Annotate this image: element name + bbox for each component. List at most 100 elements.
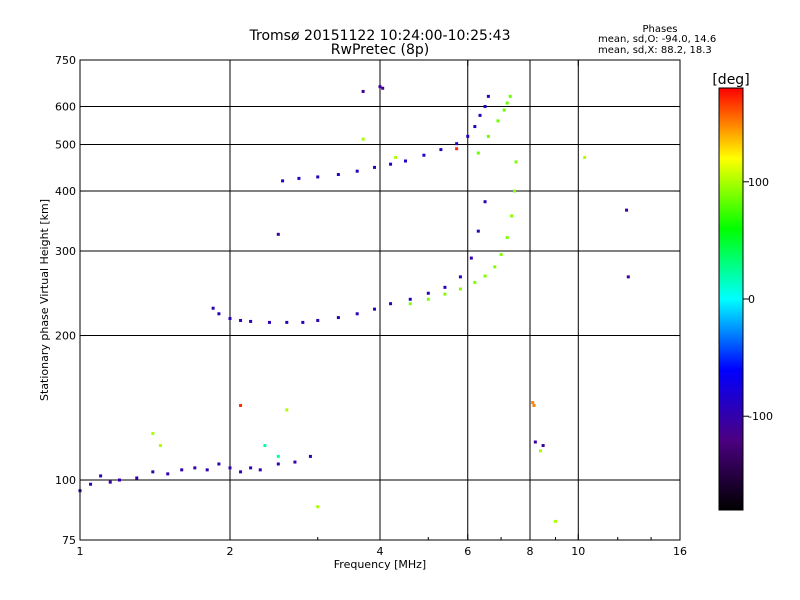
data-point xyxy=(249,466,253,470)
data-point xyxy=(439,148,443,152)
data-point xyxy=(151,432,155,436)
y-tick-label: 500 xyxy=(55,139,76,152)
data-point xyxy=(263,444,267,448)
y-tick-label: 200 xyxy=(55,330,76,343)
data-point xyxy=(389,302,393,306)
grid-lines xyxy=(80,60,680,540)
data-point xyxy=(316,505,320,509)
colorbar-label: [deg] xyxy=(712,72,749,88)
data-point xyxy=(158,444,162,448)
data-point xyxy=(505,101,509,105)
data-point xyxy=(478,113,482,117)
data-point xyxy=(531,401,535,405)
data-point xyxy=(361,137,365,141)
data-point xyxy=(505,236,509,240)
data-point xyxy=(373,307,377,311)
data-point xyxy=(211,306,215,310)
data-point xyxy=(408,302,412,306)
data-point xyxy=(483,105,487,109)
y-tick-label: 600 xyxy=(55,101,76,114)
data-point xyxy=(267,320,271,324)
x-tick-label: 6 xyxy=(464,545,471,558)
data-point xyxy=(316,175,320,179)
x-tick-label: 16 xyxy=(673,545,687,558)
data-point xyxy=(493,265,497,269)
data-point xyxy=(285,408,289,412)
x-tick-label: 4 xyxy=(377,545,384,558)
data-point xyxy=(513,189,517,193)
data-point xyxy=(308,454,312,458)
data-point xyxy=(510,214,514,218)
data-point xyxy=(239,318,243,322)
colorbar-tick-label: -100 xyxy=(748,410,773,423)
data-point xyxy=(316,318,320,322)
data-point xyxy=(205,468,209,472)
data-point xyxy=(285,320,289,324)
data-point xyxy=(486,134,490,138)
data-point xyxy=(553,519,557,523)
data-point xyxy=(281,179,285,183)
axis-ticks: 1 2 4 6 8 10 16 75 100 200 300 400 500 600 750 xyxy=(55,54,687,558)
data-point xyxy=(180,468,184,472)
data-point xyxy=(297,176,301,180)
data-point xyxy=(258,468,262,472)
x-tick-label: 1 xyxy=(77,545,84,558)
y-axis-label: Stationary phase Virtual Height [km] xyxy=(38,199,51,401)
phase-info-x: mean, sd,X: 88.2, 18.3 xyxy=(598,45,712,56)
data-point xyxy=(228,466,232,470)
data-point xyxy=(108,480,112,484)
data-point xyxy=(239,403,243,407)
data-point xyxy=(89,482,93,486)
data-point xyxy=(373,165,377,169)
data-point xyxy=(422,153,426,157)
data-point xyxy=(394,155,398,159)
data-point xyxy=(502,108,506,112)
data-point xyxy=(217,462,221,466)
phase-info-o: mean, sd,O: -94.0, 14.6 xyxy=(598,34,716,45)
data-point xyxy=(135,476,139,480)
data-point xyxy=(539,449,543,453)
data-point xyxy=(476,151,480,155)
y-tick-label: 400 xyxy=(55,185,76,198)
data-point xyxy=(443,285,447,289)
data-point xyxy=(249,319,253,323)
data-point xyxy=(469,256,473,260)
data-point xyxy=(583,155,587,159)
data-point xyxy=(361,89,365,93)
y-tick-label: 750 xyxy=(55,54,76,67)
data-point xyxy=(151,470,155,474)
y-tick-label: 300 xyxy=(55,245,76,258)
data-point xyxy=(336,316,340,320)
data-point xyxy=(336,173,340,177)
data-point xyxy=(381,86,385,90)
data-point xyxy=(443,292,447,296)
data-point xyxy=(408,297,412,301)
data-point xyxy=(625,208,629,212)
data-point xyxy=(276,232,280,236)
phase-info-heading: Phases xyxy=(642,24,677,35)
data-point xyxy=(276,462,280,466)
x-tick-label: 2 xyxy=(227,545,234,558)
data-point xyxy=(239,470,243,474)
data-point xyxy=(483,274,487,278)
x-tick-label: 8 xyxy=(527,545,534,558)
data-point xyxy=(99,474,103,478)
data-point xyxy=(473,125,477,129)
data-point xyxy=(455,147,459,151)
data-points xyxy=(78,85,630,523)
data-point xyxy=(626,275,630,279)
data-point xyxy=(483,200,487,204)
chart-subtitle: RwPretec (8p) xyxy=(331,42,429,58)
data-point xyxy=(426,291,430,295)
data-point xyxy=(378,85,382,89)
data-point xyxy=(533,440,537,444)
data-point xyxy=(355,312,359,316)
data-point xyxy=(486,94,490,98)
data-point xyxy=(532,403,536,407)
data-point xyxy=(458,275,462,279)
colorbar-tick-label: 0 xyxy=(748,293,755,306)
data-point xyxy=(426,297,430,301)
y-tick-label: 100 xyxy=(55,474,76,487)
data-point xyxy=(293,460,297,464)
